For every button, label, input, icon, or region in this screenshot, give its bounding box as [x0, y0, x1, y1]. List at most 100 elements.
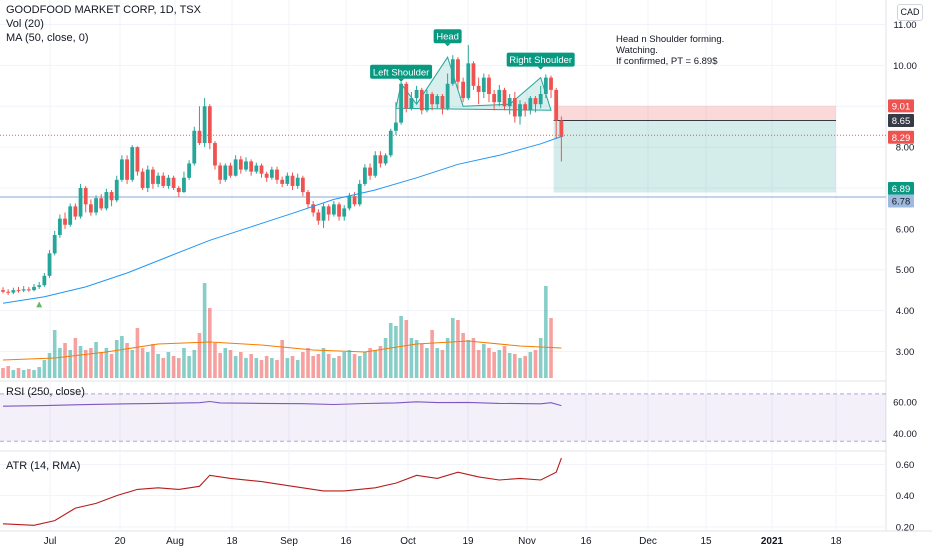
x-tick-label: 2021	[761, 536, 784, 547]
candle-body	[78, 187, 83, 217]
candle-body	[326, 206, 331, 215]
candle-body	[21, 289, 26, 291]
volume-bar	[544, 286, 548, 378]
candle-body	[533, 98, 538, 105]
volume-legend[interactable]: Vol (20)	[6, 18, 44, 30]
volume-bar	[125, 343, 129, 378]
candle-body	[73, 206, 78, 217]
volume-bar	[156, 354, 160, 378]
candle-body	[476, 85, 481, 92]
rsi-band	[0, 393, 886, 442]
x-tick-label: Aug	[166, 536, 184, 547]
pattern-label-pointer	[398, 78, 405, 82]
candle-body	[352, 196, 357, 205]
x-tick-label: 15	[700, 536, 712, 547]
candle-body	[63, 218, 67, 225]
price-pane: Left Shoulder Head Right Shoulder	[0, 29, 886, 308]
atr-tick-label: 0.20	[896, 522, 915, 533]
signal-arrow-icon	[36, 301, 43, 308]
chart-note: Head n Shoulder forming. Watching. If co…	[616, 34, 724, 67]
volume-bar	[104, 348, 109, 378]
volume-bar	[456, 320, 460, 378]
volume-bar	[306, 348, 310, 378]
volume-bar	[523, 356, 527, 378]
candle-body	[244, 161, 248, 170]
candle-body	[487, 77, 491, 94]
x-tick-label: 18	[226, 536, 238, 547]
grid	[0, 0, 932, 532]
pattern-label-box	[370, 64, 433, 79]
candle-body	[554, 89, 559, 121]
price-tick-label: 6.00	[896, 224, 915, 235]
note-line: If confirmed, PT = 6.89$	[616, 56, 718, 67]
volume-bar	[528, 352, 533, 378]
price-label: 8.29	[892, 133, 911, 144]
candle-body	[394, 122, 398, 131]
volume-bar	[466, 340, 471, 378]
candle-body	[321, 206, 326, 221]
volume-bar	[182, 348, 186, 378]
candle-body	[88, 204, 93, 213]
candle-body	[440, 96, 445, 109]
volume-bar	[311, 356, 315, 378]
candle-body	[259, 165, 264, 174]
candle-body	[233, 159, 238, 176]
atr-tick-label: 0.40	[896, 491, 915, 502]
candle-body	[430, 93, 435, 105]
candle-body	[52, 234, 57, 254]
candle-body	[264, 173, 269, 178]
volume-bar	[68, 350, 73, 378]
volume-bar	[63, 343, 67, 378]
candle-body	[176, 187, 181, 193]
candle-body	[182, 177, 186, 193]
candle-body	[512, 98, 517, 117]
candle-body	[47, 253, 52, 276]
volume-bar	[419, 344, 424, 378]
candle-body	[26, 289, 31, 291]
note-line: Head n Shoulder forming.	[616, 34, 725, 45]
candle-body	[223, 165, 228, 180]
pattern-label-pointer	[444, 43, 451, 47]
currency-badge[interactable]: CAD	[897, 4, 923, 21]
volume-bar	[275, 360, 279, 378]
rsi-legend[interactable]: RSI (250, close)	[6, 386, 85, 398]
volume-bar	[445, 338, 450, 378]
axes: Jul 20 Aug 18 Sep 16 Oct 19 Nov 16 Dec 15 2021 18 3.00…	[44, 20, 917, 547]
rsi-tick-label: 40.00	[893, 429, 917, 440]
volume-bar	[249, 354, 253, 378]
volume-bar	[37, 367, 41, 378]
volume-bar	[130, 350, 135, 378]
candle-body	[16, 290, 21, 292]
atr-legend[interactable]: ATR (14, RMA)	[6, 460, 81, 472]
volume-bar	[326, 354, 331, 378]
volume-bar	[244, 358, 248, 378]
candle-body	[280, 179, 285, 184]
volume-bar	[280, 340, 284, 378]
volume-bar	[513, 354, 517, 378]
volume-bar	[171, 356, 176, 378]
volume-bar	[228, 350, 233, 378]
volume-bar	[120, 336, 124, 378]
price-label-box	[888, 99, 914, 113]
note-line: Watching.	[616, 45, 658, 56]
ma-legend[interactable]: MA (50, close, 0)	[6, 32, 89, 44]
volume-bar	[502, 346, 507, 378]
candle-body	[207, 106, 212, 144]
x-tick-label: Sep	[280, 536, 298, 547]
candle-body	[192, 130, 197, 164]
candle-body	[404, 83, 409, 109]
volume-bar	[135, 328, 140, 378]
candle-body	[300, 177, 305, 193]
volume-bar	[425, 348, 429, 378]
candle-body	[347, 196, 352, 209]
volume-bar	[1, 368, 5, 378]
volume-bar	[202, 283, 207, 378]
candle-body	[151, 169, 155, 184]
candle-body	[461, 81, 466, 99]
volume-bar	[399, 316, 403, 378]
volume-bar	[363, 352, 367, 378]
pattern-label: Left Shoulder	[373, 67, 430, 78]
price-label: 6.78	[892, 196, 911, 207]
volume-bar	[223, 348, 228, 378]
